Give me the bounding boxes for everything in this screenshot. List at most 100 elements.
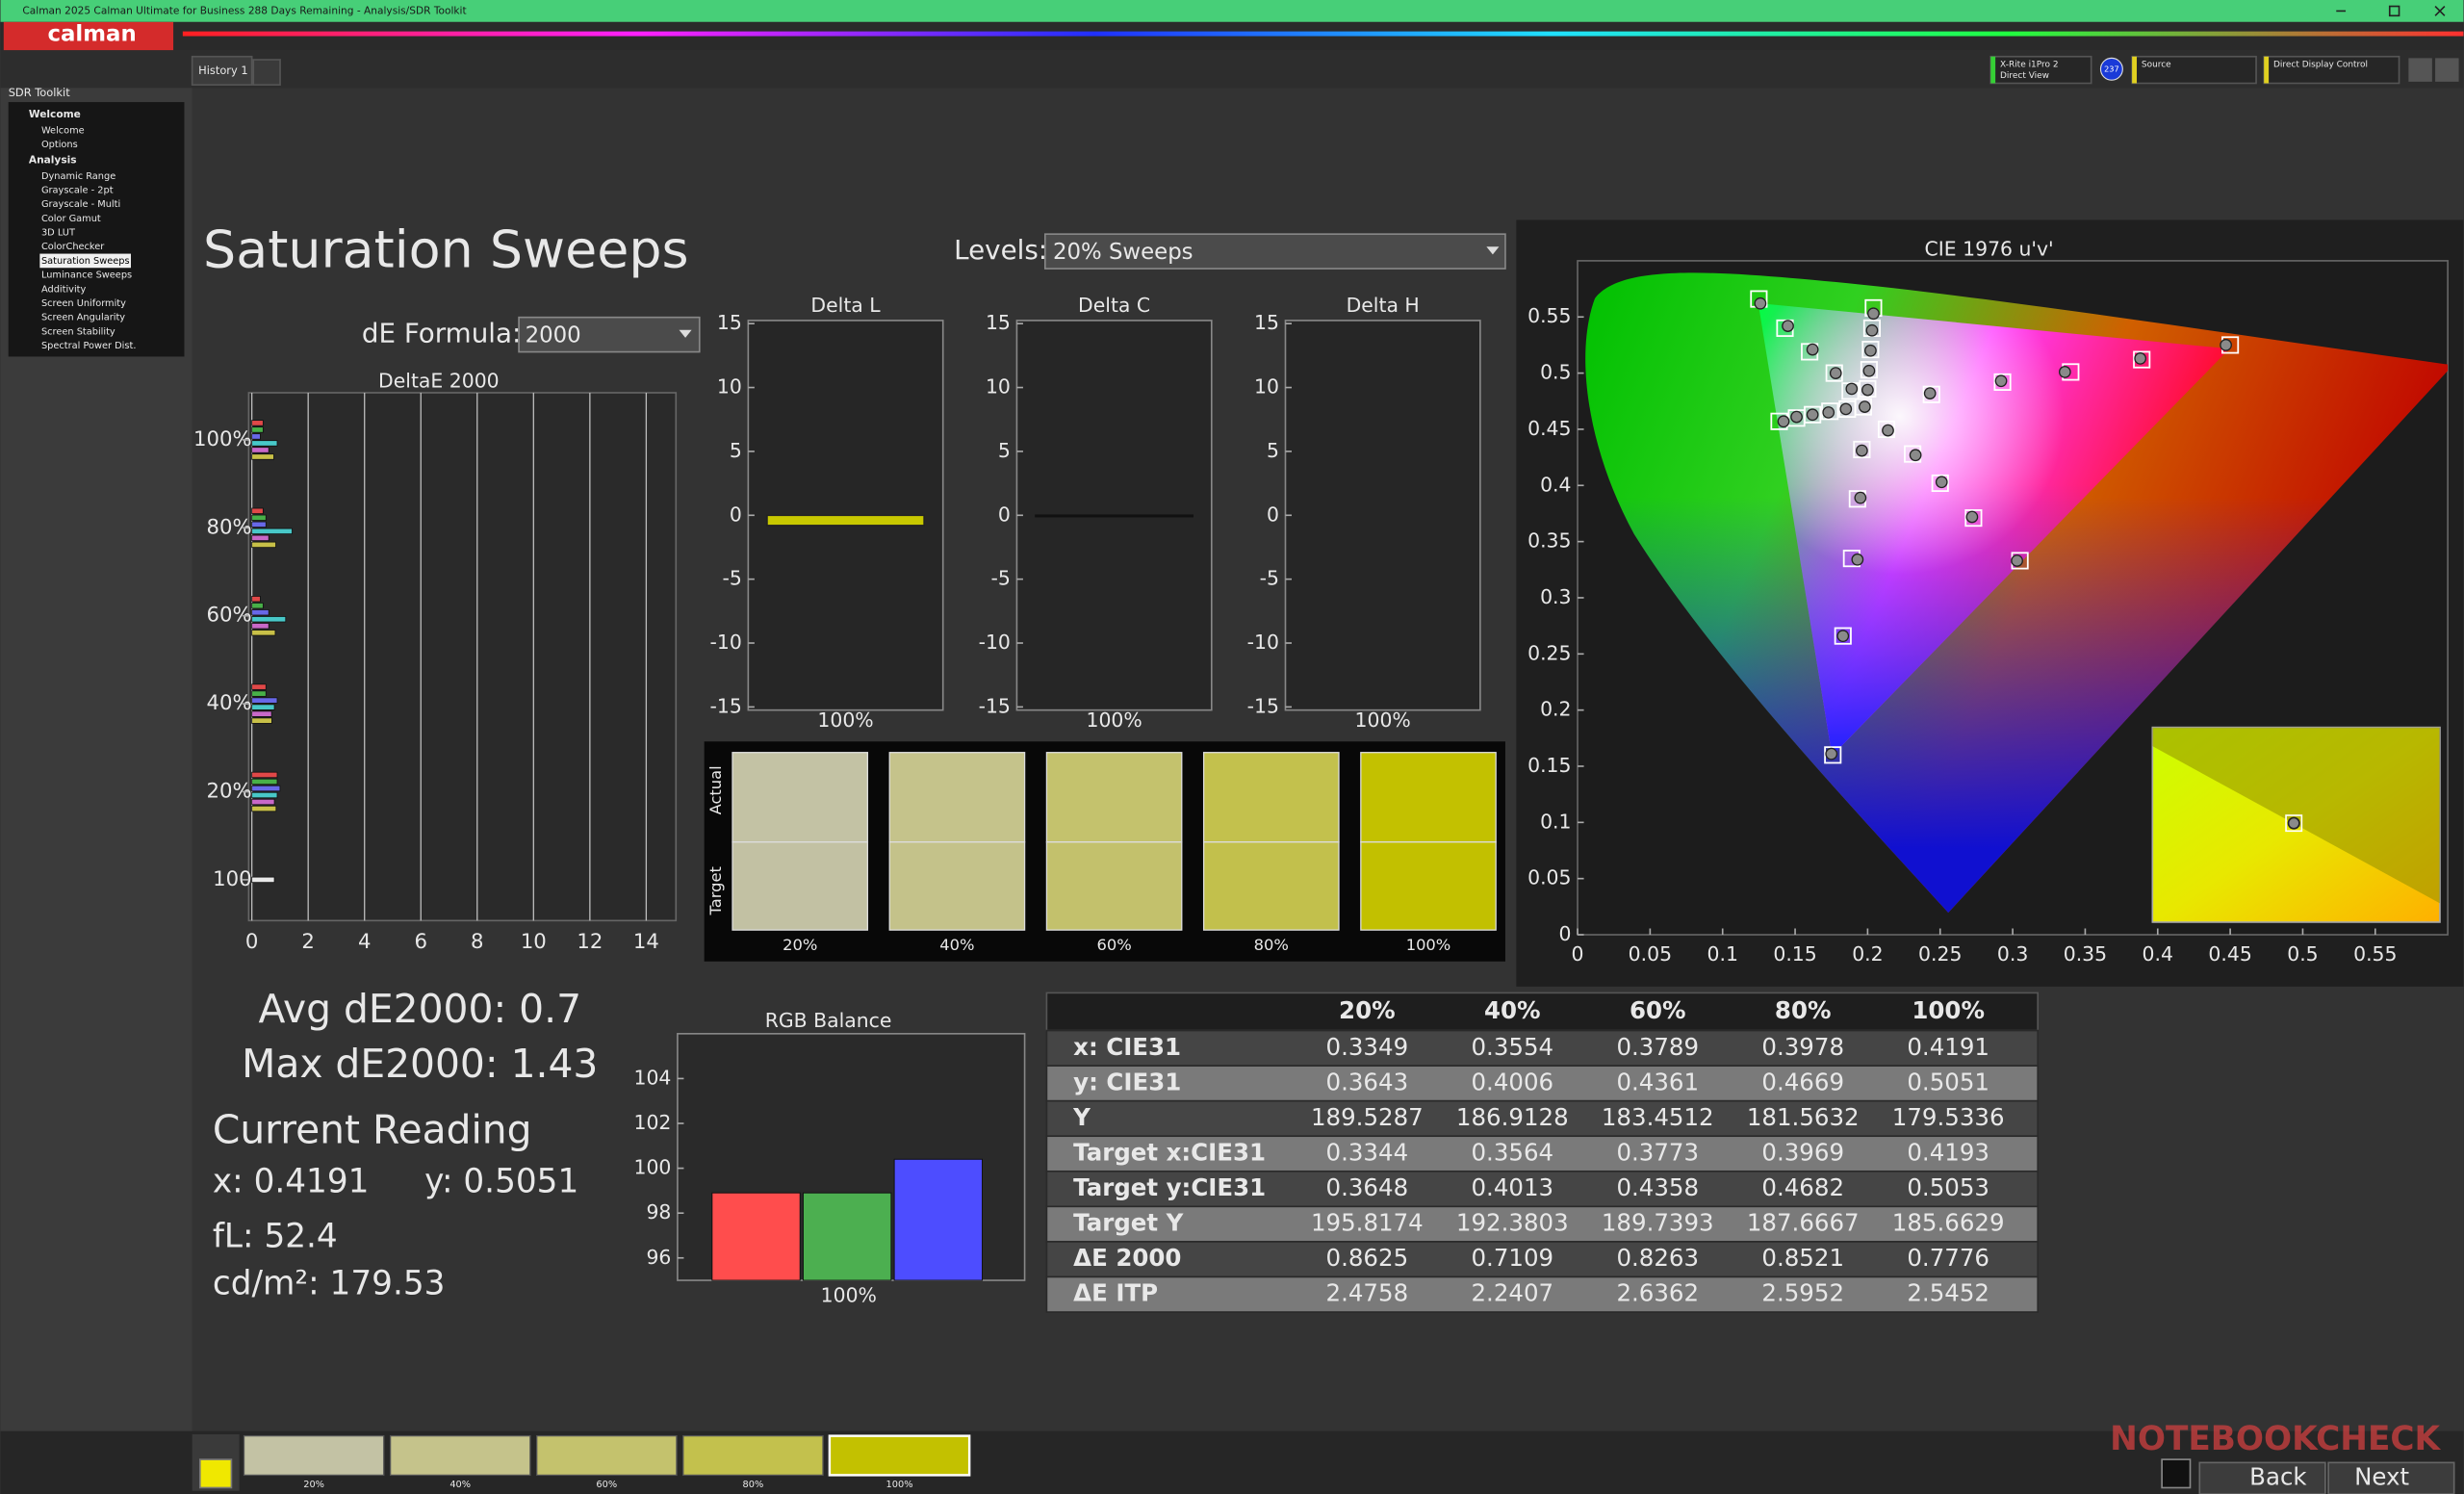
tree-item[interactable]: Screen Uniformity <box>41 298 126 309</box>
table-cell: 0.3643 <box>1326 1068 1409 1095</box>
table-cell: 189.5287 <box>1311 1103 1424 1131</box>
y-tick-label: 15 <box>986 311 1011 334</box>
thumbnail-label: 80% <box>743 1480 764 1490</box>
levels-label: Levels: <box>954 234 1047 266</box>
x-tick-label: 6 <box>415 930 427 954</box>
thumbnail[interactable] <box>244 1436 383 1476</box>
tree-item[interactable]: Welcome <box>41 125 85 136</box>
y-tick-label: 5 <box>730 439 742 462</box>
x-tick-label: 100% <box>817 708 873 732</box>
table-cell: 2.6362 <box>1616 1279 1699 1307</box>
thumbnail-label: 20% <box>303 1480 324 1490</box>
table-cell: 0.5051 <box>1907 1068 1989 1095</box>
reading-fl: fL: 52.4 <box>213 1217 338 1255</box>
table-cell: 0.5053 <box>1907 1173 1989 1201</box>
tree-group[interactable]: Welcome <box>29 109 81 120</box>
thumbnail[interactable] <box>537 1436 677 1476</box>
bar <box>252 441 277 447</box>
next-label[interactable]: Next <box>2354 1463 2409 1491</box>
x-tick-label: 0.4 <box>2143 942 2173 966</box>
actual-point <box>1910 450 1920 460</box>
bar <box>252 454 274 460</box>
tab-label[interactable]: History 1 <box>198 64 247 77</box>
tree-item[interactable]: Screen Angularity <box>41 313 125 323</box>
x-tick-label: 0.15 <box>1773 942 1816 966</box>
meter-indicator <box>1990 57 1995 84</box>
y-tick-label: 0 <box>998 502 1011 526</box>
table-cell: 181.5632 <box>1747 1103 1860 1131</box>
tree-group[interactable]: Analysis <box>29 154 77 166</box>
bar <box>252 799 274 805</box>
settings-button[interactable] <box>2408 58 2431 81</box>
y-tick-label: 0.4 <box>1540 473 1571 496</box>
thumbnail-label: 60% <box>596 1480 617 1490</box>
table-cell: 0.4682 <box>1761 1173 1844 1201</box>
actual-point <box>1860 401 1870 412</box>
bar <box>252 779 277 785</box>
display-label: Direct Display Control <box>2273 60 2368 69</box>
tree-item[interactable]: Dynamic Range <box>41 171 116 182</box>
row-label: Target Y <box>1073 1209 1183 1237</box>
tree-item[interactable]: ColorChecker <box>41 242 105 252</box>
y-tick-label: -10 <box>710 631 742 654</box>
bar <box>252 596 261 602</box>
tree-item[interactable]: Options <box>41 140 78 150</box>
bar <box>252 772 277 778</box>
logo-text[interactable]: calman <box>47 21 136 46</box>
meter-name: X-Rite i1Pro 2 <box>2000 60 2059 69</box>
x-tick-label: 12 <box>577 930 603 954</box>
tree-item[interactable]: 3D LUT <box>41 228 75 239</box>
stop-button[interactable] <box>2162 1459 2190 1487</box>
y-tick-label: 0.25 <box>1527 641 1571 664</box>
thumbnail[interactable] <box>683 1436 823 1476</box>
page-title: Saturation Sweeps <box>203 219 689 279</box>
bar <box>712 1193 800 1280</box>
source-indicator <box>2132 57 2137 84</box>
back-label[interactable]: Back <box>2249 1463 2307 1491</box>
formula-value[interactable]: 2000 <box>526 323 581 348</box>
new-tab-button[interactable] <box>253 60 280 85</box>
actual-point <box>1831 368 1841 378</box>
tree-item[interactable]: Grayscale - 2pt <box>41 185 114 195</box>
table-cell: 0.4358 <box>1616 1173 1699 1201</box>
table-cell: 0.7109 <box>1471 1244 1553 1272</box>
thumbnail[interactable] <box>391 1436 530 1476</box>
levels-value[interactable]: 20% Sweeps <box>1053 240 1194 265</box>
tree-item[interactable]: Spectral Power Dist. <box>41 341 136 351</box>
table-cell: 183.4512 <box>1602 1103 1714 1131</box>
plot-area <box>1285 321 1479 710</box>
tree-item[interactable]: Saturation Sweeps <box>41 256 130 267</box>
tree-item[interactable]: Luminance Sweeps <box>41 270 132 281</box>
tree-item[interactable]: Additivity <box>41 284 87 295</box>
bar <box>252 698 277 704</box>
y-tick-label: -15 <box>979 694 1011 717</box>
tree-item[interactable]: Screen Stability <box>41 326 116 337</box>
row-label: ΔE ITP <box>1073 1279 1158 1307</box>
reading-luminance: cd/m²: 179.53 <box>213 1264 446 1302</box>
tree-item[interactable]: Grayscale - Multi <box>41 199 120 210</box>
x-tick-label: 0.55 <box>2353 942 2397 966</box>
collapse-button[interactable] <box>2435 58 2458 81</box>
bar <box>252 792 277 798</box>
table-cell: 0.4361 <box>1616 1068 1699 1095</box>
chart-title: Delta L <box>810 294 881 317</box>
bar <box>252 448 270 453</box>
x-tick-label: 0.05 <box>1629 942 1672 966</box>
x-tick-label: 0.45 <box>2208 942 2251 966</box>
y-tick-label: 0.05 <box>1527 866 1571 889</box>
actual-point <box>1755 298 1765 309</box>
table-cell: 0.3554 <box>1471 1033 1553 1061</box>
row-label: Actual <box>706 765 725 814</box>
actual-point <box>1966 511 1977 522</box>
table-cell: 0.8263 <box>1616 1244 1699 1272</box>
table-cell: 0.4013 <box>1471 1173 1553 1201</box>
thumbnail[interactable] <box>830 1436 969 1476</box>
y-tick-label: 104 <box>633 1066 671 1089</box>
y-tick-label: -5 <box>1260 567 1279 590</box>
tree-item[interactable]: Color Gamut <box>41 214 101 224</box>
y-tick-label: -5 <box>722 567 741 590</box>
x-tick-label: 0 <box>245 930 259 954</box>
y-tick-label: 102 <box>633 1111 671 1134</box>
reading-x: x: 0.4191 <box>213 1162 370 1200</box>
actual-point <box>2135 353 2145 364</box>
